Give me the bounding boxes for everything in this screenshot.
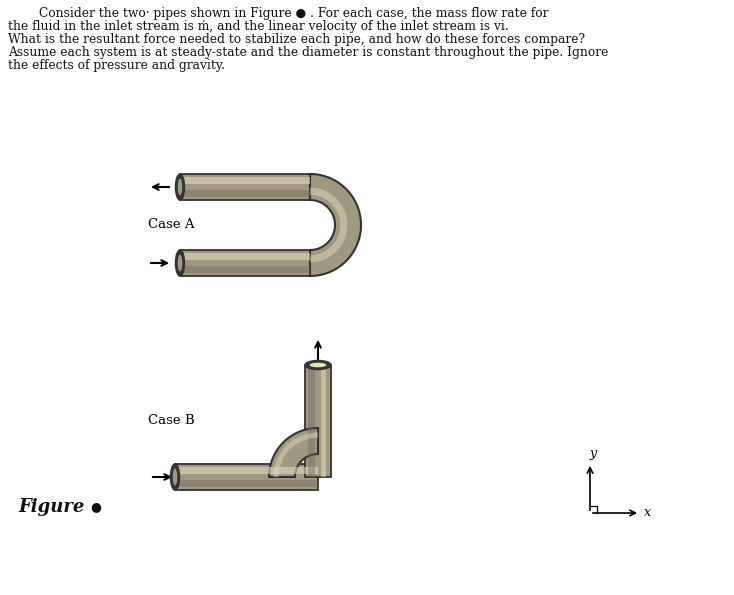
- Polygon shape: [175, 467, 318, 474]
- Polygon shape: [180, 250, 310, 276]
- Text: Consider the two· pipes shown in Figure ● . For each case, the mass flow rate fo: Consider the two· pipes shown in Figure …: [8, 7, 548, 20]
- Polygon shape: [175, 480, 318, 487]
- Ellipse shape: [310, 363, 327, 367]
- Text: Assume each system is at steady-state and the diameter is constant throughout th: Assume each system is at steady-state an…: [8, 46, 608, 59]
- Text: Figure: Figure: [18, 498, 84, 516]
- Polygon shape: [310, 187, 347, 262]
- Polygon shape: [180, 253, 310, 260]
- Ellipse shape: [305, 361, 331, 369]
- Ellipse shape: [175, 250, 184, 276]
- Ellipse shape: [178, 255, 182, 271]
- Text: What is the resultant force needed to stabilize each pipe, and how do these forc: What is the resultant force needed to st…: [8, 33, 585, 46]
- Ellipse shape: [172, 468, 178, 486]
- Polygon shape: [180, 174, 310, 200]
- Text: x: x: [644, 506, 651, 519]
- Polygon shape: [180, 177, 310, 184]
- Polygon shape: [305, 365, 331, 477]
- Ellipse shape: [178, 178, 182, 195]
- Polygon shape: [180, 265, 310, 273]
- Text: Case A: Case A: [148, 218, 195, 231]
- Text: y: y: [589, 447, 597, 460]
- Polygon shape: [269, 428, 318, 477]
- Text: ●: ●: [90, 500, 101, 513]
- Polygon shape: [274, 433, 318, 477]
- Text: the fluid in the inlet stream is ṁ, and the linear velocity of the inlet stream : the fluid in the inlet stream is ṁ, and …: [8, 20, 509, 33]
- Polygon shape: [310, 174, 361, 276]
- Polygon shape: [180, 190, 310, 198]
- Polygon shape: [308, 365, 316, 477]
- Polygon shape: [175, 464, 318, 490]
- Text: Case B: Case B: [148, 414, 195, 427]
- Polygon shape: [321, 365, 326, 477]
- Ellipse shape: [170, 464, 180, 490]
- Text: the effects of pressure and gravity.: the effects of pressure and gravity.: [8, 59, 225, 72]
- Ellipse shape: [175, 174, 184, 200]
